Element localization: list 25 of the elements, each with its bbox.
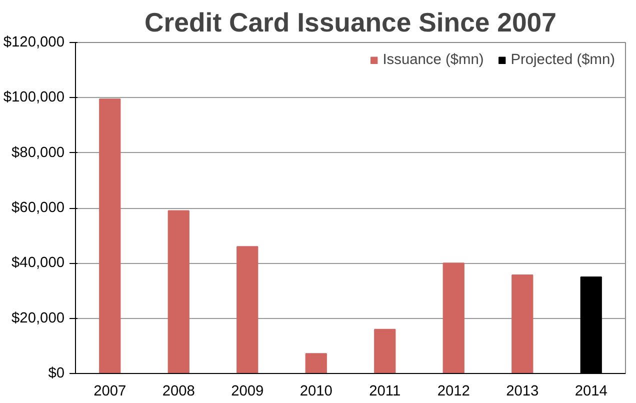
- legend-label: Issuance ($mn): [382, 52, 484, 68]
- y-tick-label: $40,000: [12, 255, 65, 272]
- bar: [512, 274, 534, 374]
- x-tick-label: 2007: [94, 384, 126, 400]
- x-tick-label: 2013: [506, 384, 539, 400]
- y-tick-label: $60,000: [12, 200, 65, 216]
- x-tick-label: 2008: [162, 384, 195, 400]
- x-tick-label: 2011: [369, 384, 401, 400]
- bar: [442, 262, 464, 374]
- legend-label: Projected ($mn): [510, 52, 615, 68]
- y-tick-label: $120,000: [3, 34, 65, 50]
- x-tick-label: 2010: [300, 384, 332, 400]
- y-tick-label: $80,000: [12, 144, 65, 161]
- x-tick-label: 2014: [574, 384, 608, 400]
- bar: [374, 328, 396, 374]
- bar: [236, 246, 258, 374]
- bar: [168, 210, 190, 374]
- y-tick-label: $20,000: [12, 310, 65, 326]
- bar: [99, 98, 121, 374]
- chart-title: Credit Card Issuance Since 2007: [144, 8, 556, 38]
- bar: [305, 353, 327, 374]
- x-tick-label: 2009: [231, 384, 264, 400]
- y-tick-label: $0: [48, 366, 65, 382]
- y-tick-label: $100,000: [3, 90, 65, 106]
- x-tick-label: 2012: [437, 384, 470, 400]
